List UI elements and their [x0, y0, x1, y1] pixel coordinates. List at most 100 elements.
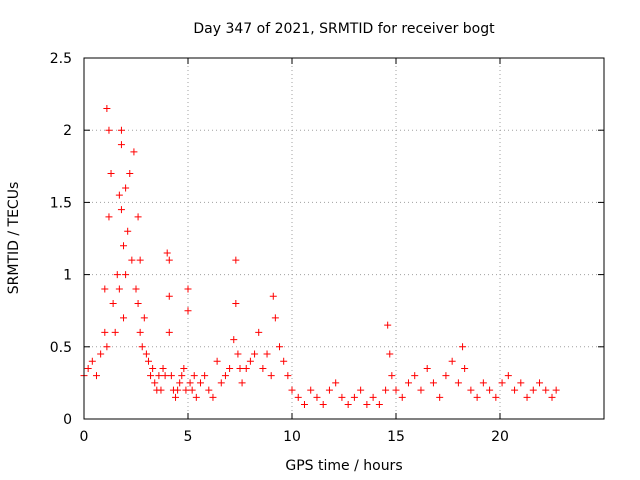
- data-point: [288, 386, 296, 394]
- x-tick-label: 20: [491, 429, 509, 445]
- data-point: [176, 379, 184, 387]
- data-point: [97, 350, 105, 358]
- data-point: [234, 350, 242, 358]
- data-point: [242, 364, 250, 372]
- data-point: [448, 357, 456, 365]
- data-point: [117, 126, 125, 134]
- data-point: [184, 285, 192, 293]
- data-point: [523, 393, 531, 401]
- data-point: [325, 386, 333, 394]
- y-tick-label: 2.5: [50, 51, 72, 67]
- data-point: [332, 379, 340, 387]
- data-point: [226, 364, 234, 372]
- data-point: [167, 372, 175, 380]
- data-point: [120, 314, 128, 322]
- data-point: [120, 242, 128, 250]
- data-point: [517, 379, 525, 387]
- data-point: [163, 249, 171, 257]
- data-point: [180, 364, 188, 372]
- data-point: [230, 336, 238, 344]
- plot-frame: [83, 57, 605, 420]
- data-point: [105, 126, 113, 134]
- data-point: [157, 386, 165, 394]
- data-point: [259, 364, 267, 372]
- data-point: [319, 401, 327, 409]
- data-point: [188, 386, 196, 394]
- data-point: [232, 299, 240, 307]
- data-point: [473, 393, 481, 401]
- data-point: [109, 299, 117, 307]
- data-point: [338, 393, 346, 401]
- data-point: [454, 379, 462, 387]
- data-point: [461, 364, 469, 372]
- data-point: [213, 357, 221, 365]
- data-point: [392, 386, 400, 394]
- data-point: [529, 386, 537, 394]
- data-point: [442, 372, 450, 380]
- data-point: [103, 343, 111, 351]
- data-point: [196, 379, 204, 387]
- x-tick-label: 0: [80, 429, 89, 445]
- data-point: [232, 256, 240, 264]
- data-point: [363, 401, 371, 409]
- data-point: [134, 213, 142, 221]
- data-point: [221, 372, 229, 380]
- x-axis-label: GPS time / hours: [285, 458, 402, 474]
- data-point: [192, 393, 200, 401]
- data-points: [80, 105, 560, 409]
- data-point: [344, 401, 352, 409]
- data-point: [429, 379, 437, 387]
- data-point: [165, 292, 173, 300]
- y-axis-label: SRMTID / TECUs: [6, 182, 22, 295]
- data-point: [267, 372, 275, 380]
- data-point: [271, 314, 279, 322]
- data-point: [178, 372, 186, 380]
- data-point: [115, 191, 123, 199]
- data-point: [122, 271, 130, 279]
- data-point: [263, 350, 271, 358]
- data-point: [113, 271, 121, 279]
- data-point: [467, 386, 475, 394]
- data-point: [217, 379, 225, 387]
- data-point: [138, 343, 146, 351]
- data-point: [140, 314, 148, 322]
- data-point: [486, 386, 494, 394]
- data-point: [552, 386, 560, 394]
- data-point: [122, 184, 130, 192]
- data-point: [126, 170, 134, 178]
- data-point: [128, 256, 136, 264]
- data-point: [134, 299, 142, 307]
- data-point: [459, 343, 467, 351]
- data-point: [300, 401, 308, 409]
- data-point: [411, 372, 419, 380]
- data-point: [498, 379, 506, 387]
- data-point: [255, 328, 263, 336]
- data-point: [136, 256, 144, 264]
- data-point: [357, 386, 365, 394]
- data-point: [423, 364, 431, 372]
- data-point: [284, 372, 292, 380]
- axis-ticks: 0 5 10 15 20 0 0.5 1 1.5 2 2.5: [50, 51, 604, 445]
- data-point: [386, 350, 394, 358]
- data-point: [130, 148, 138, 156]
- data-point: [276, 343, 284, 351]
- data-point: [165, 256, 173, 264]
- data-point: [236, 364, 244, 372]
- data-point: [144, 357, 152, 365]
- y-tick-label: 0: [63, 412, 72, 428]
- data-point: [117, 141, 125, 149]
- data-point: [184, 307, 192, 315]
- data-point: [388, 372, 396, 380]
- data-point: [384, 321, 392, 329]
- y-tick-label: 2: [63, 123, 72, 139]
- data-point: [105, 213, 113, 221]
- data-point: [84, 364, 92, 372]
- data-point: [165, 328, 173, 336]
- data-point: [548, 393, 556, 401]
- data-point: [161, 372, 169, 380]
- data-point: [101, 285, 109, 293]
- data-point: [182, 386, 190, 394]
- data-point: [124, 227, 132, 235]
- data-point: [511, 386, 519, 394]
